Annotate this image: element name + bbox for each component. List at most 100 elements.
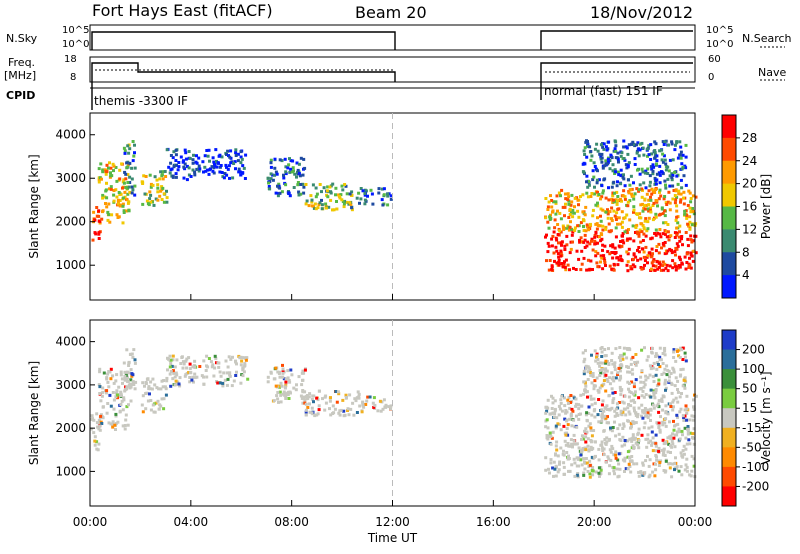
power-cell: [116, 216, 120, 219]
power-ylabel: Slant Range [km]: [27, 154, 41, 258]
velocity-cell: [631, 433, 635, 437]
power-cell: [606, 212, 610, 216]
power-cell: [637, 234, 641, 238]
velocity-cell: [361, 403, 365, 407]
velocity-cell: [269, 371, 273, 375]
power-cell: [554, 201, 558, 205]
power-cell: [559, 249, 563, 253]
velocity-cell: [604, 416, 608, 420]
power-cell: [644, 186, 648, 190]
velocity-cell: [652, 393, 656, 397]
power-cell: [619, 240, 622, 243]
velocity-colorbar-swatch: [722, 447, 736, 468]
velocity-cell: [681, 433, 684, 437]
velocity-cell: [629, 399, 633, 403]
power-cell: [579, 236, 583, 240]
velocity-cell: [130, 372, 134, 376]
power-cell: [679, 192, 683, 196]
velocity-cell: [144, 392, 148, 395]
power-cell: [607, 229, 611, 233]
velocity-cell: [312, 400, 315, 404]
velocity-cell: [672, 348, 676, 352]
power-cell: [641, 239, 645, 242]
velocity-cell: [598, 386, 602, 390]
power-cell: [359, 187, 363, 190]
power-cell: [640, 167, 644, 171]
velocity-cell: [127, 364, 131, 367]
power-cell: [106, 210, 110, 214]
velocity-cell: [115, 389, 119, 393]
power-cell: [296, 181, 300, 184]
velocity-cell: [582, 437, 586, 441]
velocity-cell: [549, 458, 553, 462]
velocity-cell: [572, 418, 576, 422]
velocity-cell: [544, 456, 548, 460]
power-cell: [278, 191, 282, 195]
velocity-cell: [680, 473, 684, 477]
velocity-cell: [279, 381, 283, 385]
power-cell: [555, 249, 559, 253]
power-cell: [282, 173, 285, 177]
power-cell: [669, 234, 673, 238]
power-cell: [690, 223, 694, 227]
velocity-cell: [654, 433, 658, 437]
velocity-cell: [674, 396, 678, 400]
power-cell: [691, 259, 695, 263]
velocity-cell: [618, 354, 622, 358]
power-cell: [690, 240, 694, 244]
power-cell: [571, 208, 575, 212]
velocity-cell: [570, 463, 574, 467]
velocity-cell: [649, 408, 653, 412]
power-cell: [237, 170, 241, 174]
velocity-colorbar-frame: [721, 329, 737, 507]
power-cell: [380, 198, 384, 202]
power-cell: [650, 187, 654, 191]
power-cell: [174, 148, 178, 152]
power-cell: [93, 218, 97, 222]
power-cell: [670, 176, 674, 180]
power-cell: [328, 185, 332, 189]
velocity-cell: [129, 352, 133, 356]
velocity-cell: [122, 361, 126, 365]
velocity-cell: [593, 415, 597, 419]
power-cell: [219, 164, 223, 167]
power-cell: [570, 233, 574, 237]
velocity-cell: [610, 429, 614, 433]
velocity-cell: [181, 366, 185, 370]
power-cell: [557, 263, 561, 267]
velocity-cell: [125, 377, 129, 381]
power-cell: [297, 190, 301, 194]
velocity-cell: [657, 446, 661, 450]
power-cell: [122, 209, 126, 213]
power-cell: [639, 266, 643, 269]
power-cell: [678, 258, 682, 262]
power-cell: [675, 141, 679, 145]
power-cell: [670, 142, 674, 146]
velocity-cell: [690, 414, 694, 418]
power-cell: [206, 154, 210, 158]
power-cell: [688, 227, 692, 231]
power-cell: [573, 226, 577, 230]
velocity-cell: [593, 440, 597, 444]
power-cell: [603, 259, 607, 262]
velocity-cell: [125, 385, 129, 389]
velocity-cell: [162, 397, 166, 401]
power-cell: [577, 230, 581, 233]
power-cell: [335, 200, 338, 203]
power-cell: [637, 189, 641, 193]
power-cell: [572, 211, 576, 215]
power-cell: [544, 235, 547, 239]
velocity-cell: [552, 460, 556, 464]
velocity-cell: [580, 437, 583, 441]
power-cell: [667, 169, 671, 173]
power-cell: [344, 184, 348, 188]
velocity-cell: [548, 471, 551, 475]
velocity-cell: [596, 361, 600, 365]
velocity-cell: [602, 371, 606, 375]
power-cell: [350, 190, 354, 194]
velocity-cell: [389, 404, 393, 408]
power-cell: [585, 174, 589, 178]
power-cell: [628, 237, 632, 241]
power-cell: [215, 159, 218, 163]
velocity-xtick-label: 12:00: [375, 515, 410, 529]
